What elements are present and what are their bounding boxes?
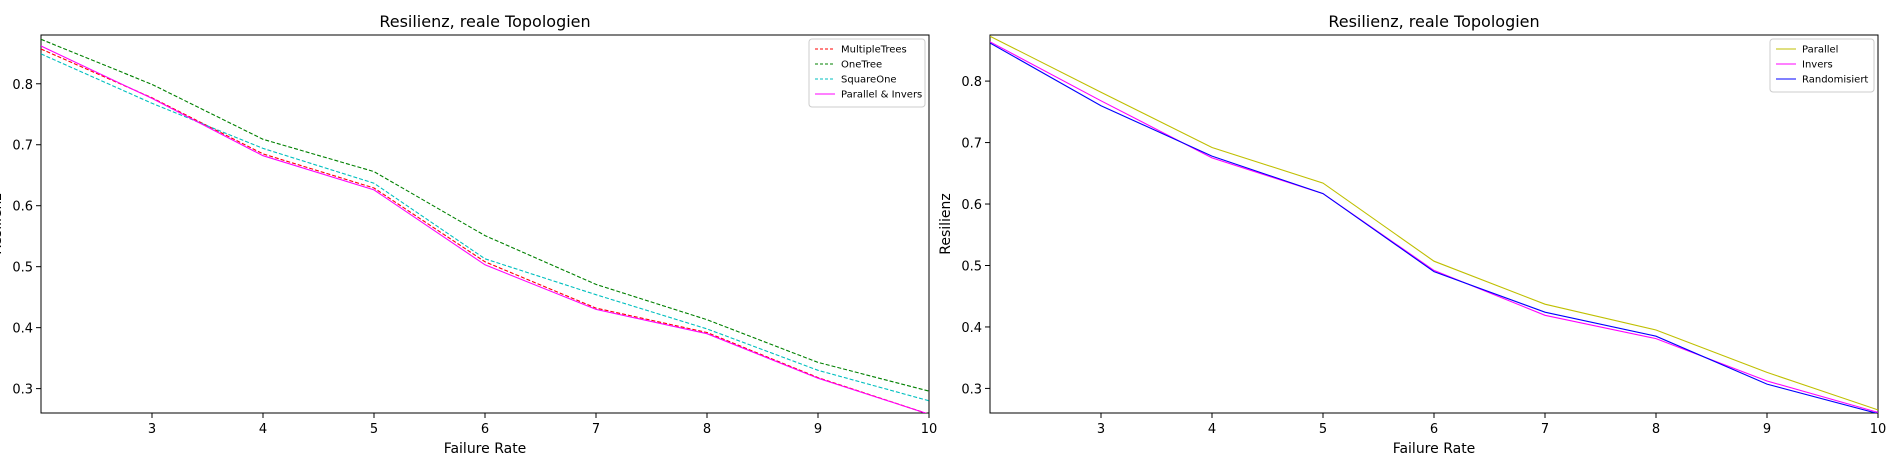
y-tick-label: 0.6 — [961, 198, 982, 213]
legend-label-3: SquareOne — [841, 75, 897, 86]
x-tick-label: 6 — [1430, 422, 1438, 437]
legend: MultipleTrees OneTree SquareOne Parallel & … — [808, 38, 926, 108]
x-axis-label: Failure Rate — [1393, 441, 1476, 457]
series-line-1 — [41, 48, 928, 413]
legend-label-2: OneTree — [841, 60, 882, 71]
x-tick-label: 8 — [1652, 422, 1660, 437]
x-tick-label: 9 — [1763, 422, 1771, 437]
x-tick-label: 4 — [259, 422, 267, 437]
series-line-3 — [990, 42, 1878, 413]
x-tick-label: 10 — [1870, 422, 1887, 437]
x-tick-label: 6 — [481, 422, 489, 437]
x-tick-label: 10 — [921, 422, 938, 437]
plot-frame — [40, 34, 930, 414]
y-tick-label: 0.4 — [12, 322, 33, 337]
legend-label-3: Randomisiert — [1802, 75, 1868, 86]
x-tick-label: 3 — [1097, 422, 1105, 437]
series-line-1 — [990, 35, 1878, 411]
y-tick-label: 0.3 — [12, 383, 33, 398]
x-tick-label: 8 — [703, 422, 711, 437]
plot-frame — [989, 34, 1879, 414]
series-line-4 — [41, 45, 928, 413]
legend-label-4: Parallel & Invers — [841, 90, 922, 101]
legend: Parallel Invers Randomisiert — [1769, 38, 1875, 93]
y-tick-label: 0.7 — [12, 139, 33, 154]
y-tick-label: 0.7 — [961, 137, 982, 152]
y-tick-label: 0.8 — [961, 75, 982, 90]
chart-title: Resilienz, reale Topologien — [1328, 12, 1539, 31]
x-tick-label: 5 — [370, 422, 378, 437]
x-axis-label: Failure Rate — [444, 441, 527, 457]
x-tick-label: 9 — [814, 422, 822, 437]
x-tick-label: 7 — [592, 422, 600, 437]
x-tick-label: 3 — [148, 422, 156, 437]
legend-box — [808, 38, 926, 108]
chart-panel-1: Resilienz, reale Topologien 3 4 5 6 7 8 9 10 0.3 0… — [0, 12, 937, 457]
legend-label-1: Parallel — [1802, 45, 1838, 56]
legend-label-1: MultipleTrees — [841, 45, 907, 56]
y-tick-label: 0.3 — [961, 382, 982, 397]
series-line-2 — [990, 41, 1878, 413]
y-tick-label: 0.5 — [961, 259, 982, 274]
series-line-3 — [41, 53, 929, 402]
y-tick-label: 0.6 — [12, 200, 33, 215]
y-axis-label: Resilienz — [938, 193, 954, 255]
chart-title: Resilienz, reale Topologien — [379, 12, 590, 31]
x-tick-label: 7 — [1541, 422, 1549, 437]
x-tick-label: 5 — [1319, 422, 1327, 437]
y-axis-label: Resilienz — [0, 193, 5, 255]
y-tick-label: 0.8 — [12, 78, 33, 93]
chart-panel-2: Resilienz, reale Topologien 3 4 5 6 7 8 9 10 0.3 0… — [938, 12, 1886, 457]
legend-label-2: Invers — [1802, 60, 1833, 71]
series-line-2 — [41, 38, 929, 392]
x-tick-label: 4 — [1208, 422, 1216, 437]
y-tick-label: 0.5 — [12, 261, 33, 276]
y-tick-label: 0.4 — [961, 321, 982, 336]
